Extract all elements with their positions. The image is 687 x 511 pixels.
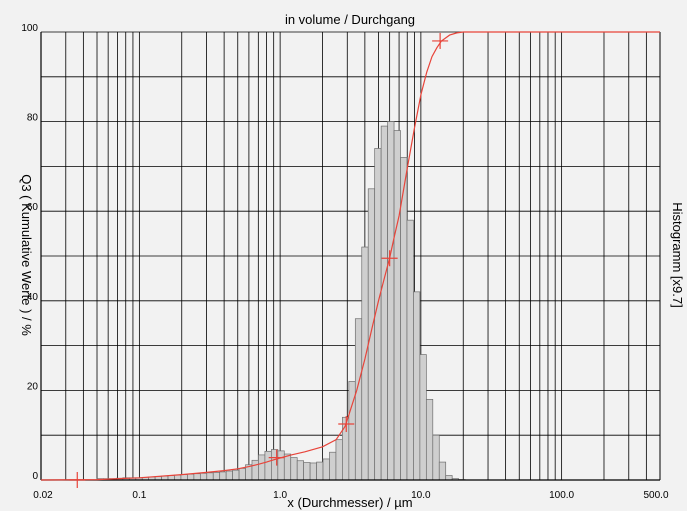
histogram bbox=[96, 121, 466, 481]
cumulative-curve-layer bbox=[40, 31, 660, 488]
histogram-bar bbox=[290, 457, 298, 481]
histogram-bar bbox=[193, 473, 201, 481]
y2-axis-label: Histogramm [x9.7] bbox=[670, 202, 685, 307]
x-tick-label: 100.0 bbox=[549, 490, 574, 501]
histogram-bar bbox=[303, 462, 311, 481]
x-tick-label: 1.0 bbox=[273, 490, 287, 501]
grid bbox=[40, 31, 661, 481]
histogram-bar bbox=[206, 472, 214, 481]
plot-frame bbox=[40, 32, 661, 481]
histogram-bar bbox=[251, 459, 259, 481]
histogram-bar bbox=[387, 121, 395, 481]
histogram-bar bbox=[413, 291, 421, 481]
histogram-bar bbox=[283, 453, 292, 481]
histogram-bar bbox=[212, 472, 221, 481]
x-tick-label: 500.0 bbox=[643, 490, 668, 501]
histogram-bar bbox=[329, 451, 337, 481]
histogram-bar bbox=[419, 354, 427, 481]
histogram-bar bbox=[309, 462, 317, 481]
histogram-bar bbox=[296, 460, 305, 481]
histogram-bar bbox=[219, 471, 227, 481]
histogram-bar bbox=[425, 399, 434, 481]
histogram-bar bbox=[342, 416, 350, 481]
histogram-bar bbox=[438, 461, 447, 481]
x-axis-label: x (Durchmesser) / µm bbox=[287, 495, 412, 510]
histogram-bar bbox=[406, 219, 414, 481]
histogram-bar bbox=[238, 468, 246, 481]
histogram-bar bbox=[316, 461, 324, 481]
y-tick-label: 0 bbox=[32, 471, 38, 482]
x-tick-label: 0.1 bbox=[132, 490, 146, 501]
y-tick-label: 100 bbox=[21, 23, 38, 34]
histogram-bar bbox=[258, 454, 266, 481]
tick-labels: 0 20 40 60 80 100 0.02 0.1 1.0 10.0 100.0 500.0 bbox=[21, 23, 669, 501]
x-tick-label: 0.02 bbox=[33, 490, 53, 501]
y-axis-label: Q3 ( Kumulative Werte ) / % bbox=[19, 174, 34, 336]
cumulative-curve bbox=[40, 31, 660, 481]
histogram-bar bbox=[432, 434, 440, 481]
histogram-bar bbox=[335, 439, 343, 481]
histogram-bar bbox=[187, 473, 195, 481]
histogram-bar bbox=[380, 125, 388, 481]
histogram-bar bbox=[232, 469, 240, 481]
y-tick-label: 20 bbox=[27, 381, 39, 392]
histogram-bar bbox=[225, 470, 233, 481]
histogram-bar bbox=[445, 475, 453, 481]
histogram-bar bbox=[393, 130, 401, 481]
histogram-bar bbox=[199, 472, 208, 481]
histogram-bar bbox=[354, 318, 363, 481]
x-tick-label: 10.0 bbox=[411, 490, 431, 501]
histogram-bar bbox=[264, 450, 272, 481]
histogram-bar bbox=[174, 474, 182, 481]
histogram-bar bbox=[361, 246, 369, 481]
histogram-bar bbox=[180, 474, 188, 481]
histogram-bar bbox=[167, 475, 175, 481]
y-tick-label: 60 bbox=[27, 202, 39, 213]
y-tick-label: 80 bbox=[27, 113, 39, 124]
histogram-bar bbox=[322, 458, 330, 481]
histogram-bar bbox=[367, 188, 376, 481]
histogram-bar bbox=[277, 450, 285, 481]
histogram-bar bbox=[400, 157, 408, 481]
y-tick-label: 40 bbox=[27, 292, 39, 303]
chart-title: in volume / Durchgang bbox=[285, 12, 415, 27]
